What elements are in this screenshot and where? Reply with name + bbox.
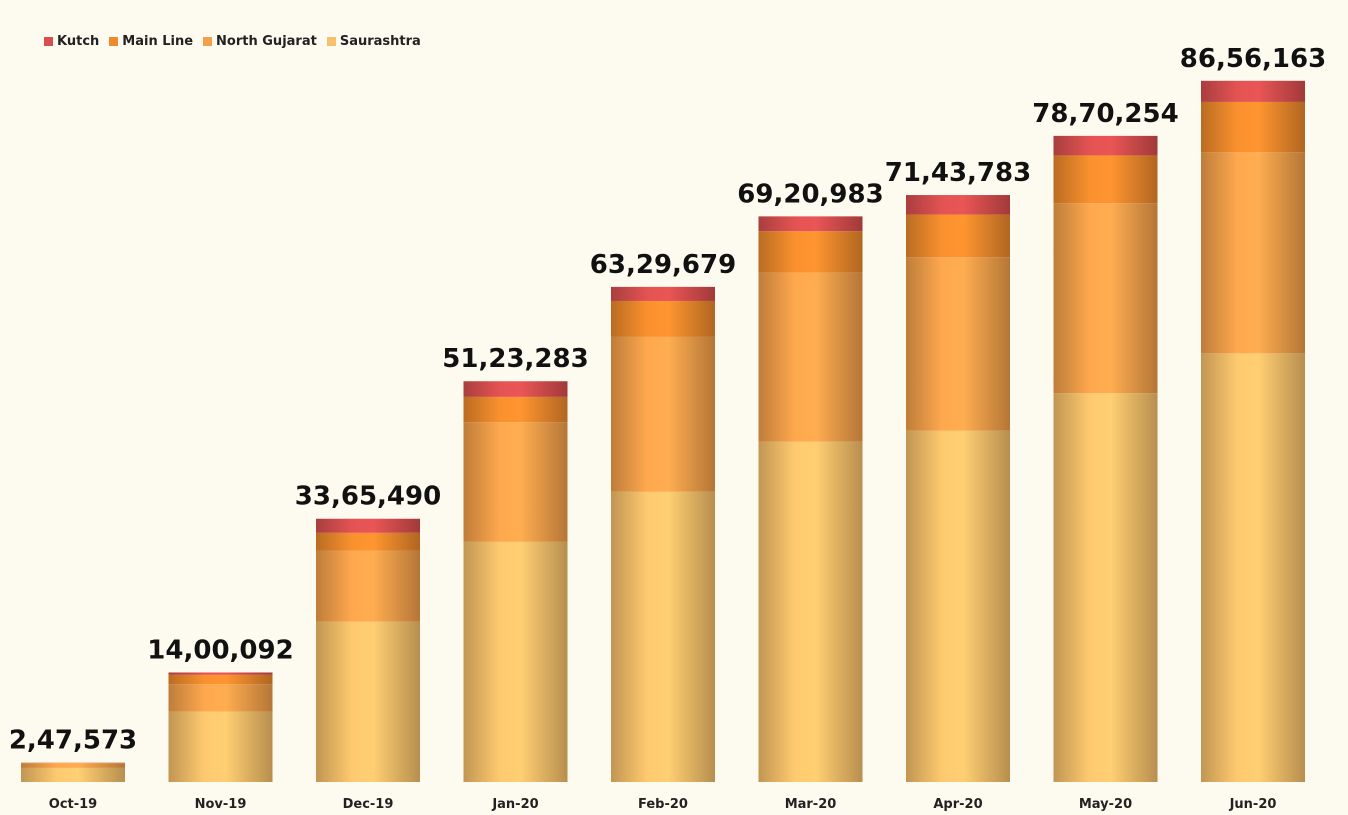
bar-segment-north-gujarat-oct-19 <box>21 763 125 768</box>
total-label-jun-20: 86,56,163 <box>1180 44 1326 74</box>
total-label-feb-20: 63,29,679 <box>590 250 736 280</box>
bar-segment-north-gujarat-mar-20 <box>759 273 863 442</box>
bar-segment-saurashtra-jun-20 <box>1201 353 1305 782</box>
bar-segment-saurashtra-dec-19 <box>316 622 420 782</box>
bar-segment-main-line-jun-20 <box>1201 102 1305 152</box>
bar-segment-main-line-jan-20 <box>464 397 568 422</box>
bar-segment-kutch-may-20 <box>1054 136 1158 156</box>
bar-segment-main-line-may-20 <box>1054 155 1158 203</box>
total-label-mar-20: 69,20,983 <box>737 179 883 209</box>
bar-segment-saurashtra-jan-20 <box>464 542 568 782</box>
total-label-may-20: 78,70,254 <box>1032 99 1178 129</box>
bar-segment-north-gujarat-feb-20 <box>611 337 715 492</box>
x-tick-label-may-20: May-20 <box>1079 797 1132 812</box>
x-tick-label-oct-19: Oct-19 <box>49 797 97 812</box>
bar-segment-north-gujarat-apr-20 <box>906 257 1010 431</box>
x-tick-label-mar-20: Mar-20 <box>785 797 837 812</box>
total-label-oct-19: 2,47,573 <box>9 726 137 756</box>
bar-segment-kutch-mar-20 <box>759 216 863 231</box>
bar-segment-north-gujarat-nov-19 <box>169 684 273 711</box>
bar-segment-main-line-nov-19 <box>169 675 273 684</box>
bar-segment-kutch-dec-19 <box>316 519 420 533</box>
bar-segment-saurashtra-may-20 <box>1054 393 1158 782</box>
bar-segment-main-line-mar-20 <box>759 231 863 273</box>
bar-segment-north-gujarat-may-20 <box>1054 203 1158 393</box>
x-tick-label-dec-19: Dec-19 <box>343 797 394 812</box>
total-label-dec-19: 33,65,490 <box>295 482 441 512</box>
total-label-apr-20: 71,43,783 <box>885 158 1031 188</box>
x-tick-label-apr-20: Apr-20 <box>933 797 982 812</box>
bar-segment-north-gujarat-jun-20 <box>1201 152 1305 353</box>
bar-segment-kutch-jan-20 <box>464 381 568 397</box>
bar-segment-kutch-jun-20 <box>1201 81 1305 102</box>
bar-segment-main-line-feb-20 <box>611 301 715 337</box>
bar-segment-kutch-apr-20 <box>906 195 1010 215</box>
bar-segment-saurashtra-apr-20 <box>906 431 1010 782</box>
total-label-nov-19: 14,00,092 <box>147 635 293 665</box>
bar-segment-north-gujarat-dec-19 <box>316 550 420 621</box>
x-tick-label-nov-19: Nov-19 <box>195 797 247 812</box>
total-label-jan-20: 51,23,283 <box>442 344 588 374</box>
bar-segment-saurashtra-mar-20 <box>759 442 863 782</box>
bar-segment-north-gujarat-jan-20 <box>464 422 568 542</box>
bar-segment-saurashtra-nov-19 <box>169 712 273 782</box>
x-tick-label-jan-20: Jan-20 <box>491 797 538 812</box>
bar-segment-kutch-feb-20 <box>611 287 715 301</box>
x-tick-label-feb-20: Feb-20 <box>638 797 688 812</box>
bar-segment-saurashtra-oct-19 <box>21 768 125 782</box>
bar-segment-main-line-dec-19 <box>316 533 420 551</box>
bar-segment-main-line-apr-20 <box>906 215 1010 258</box>
x-tick-label-jun-20: Jun-20 <box>1229 797 1277 812</box>
bar-segment-saurashtra-feb-20 <box>611 492 715 782</box>
bar-segment-kutch-nov-19 <box>169 672 273 674</box>
